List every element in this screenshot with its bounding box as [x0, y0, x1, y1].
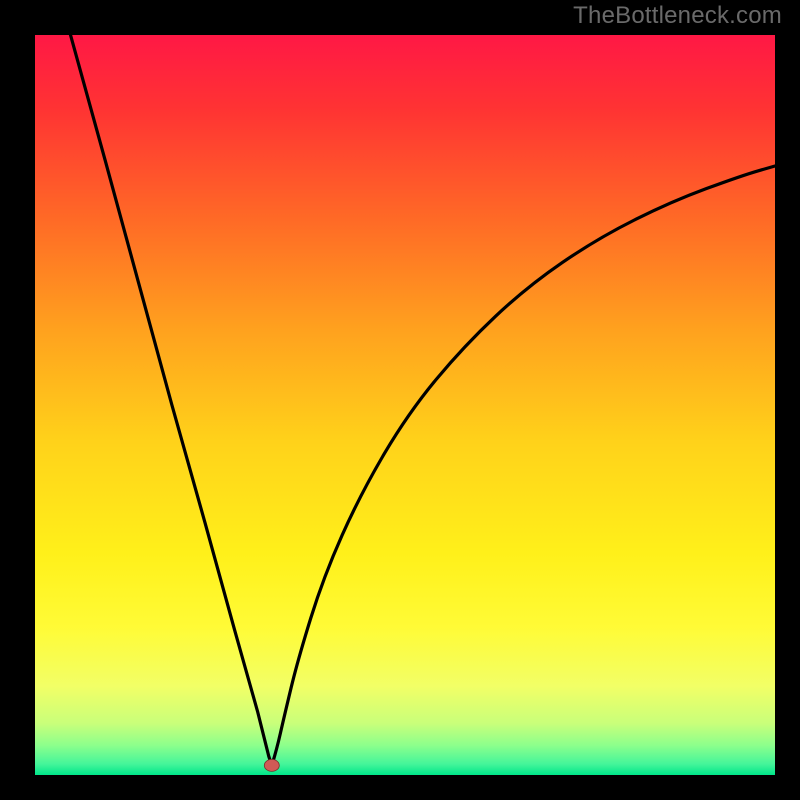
minimum-marker-layer [35, 35, 775, 775]
plot-area [35, 35, 775, 775]
chart-container: TheBottleneck.com [0, 0, 800, 800]
watermark-text: TheBottleneck.com [573, 2, 782, 30]
minimum-marker [264, 759, 279, 771]
